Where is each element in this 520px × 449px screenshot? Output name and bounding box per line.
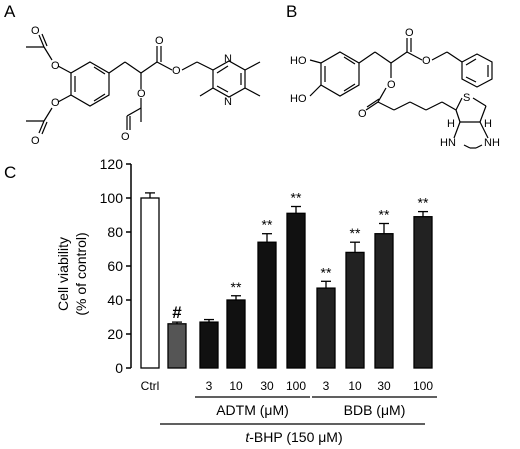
significance-label: # [172,303,182,322]
treatment-label: t-BHP (150 μM) [245,429,342,445]
significance-label: ** [379,207,390,223]
pyrazine-n-bottom: N [224,96,232,108]
panel-label-a: A [4,2,16,21]
panel-label-b: B [286,2,298,21]
bar [316,287,336,369]
bar [257,241,277,369]
bar [167,323,187,369]
y-tick-label: 40 [107,292,123,308]
bar [140,197,160,369]
significance-label: ** [350,225,361,241]
significance-label: ** [231,279,242,295]
svg-text:O: O [31,25,40,37]
bar [199,321,219,369]
svg-text:O: O [137,88,146,100]
imidazole-hn: HN [440,137,456,149]
bar [413,216,433,369]
y-tick-label: 60 [107,258,123,274]
svg-text:O: O [31,135,40,147]
svg-text:O: O [51,60,60,72]
significance-label: ** [418,195,429,211]
bar [226,299,246,369]
imidazole-nh: NH [484,137,500,149]
svg-text:O: O [155,35,164,47]
x-tick-label: 10 [348,379,362,393]
treatment-prefix: t [245,429,250,445]
significance-label: ** [321,264,332,280]
significance-label: ** [262,217,273,233]
bridge-h-right: H [484,118,492,130]
y-tick-label: 20 [107,326,123,342]
svg-text:O: O [172,65,181,77]
structure-a-diagram: O O O O O O O O N N [26,25,261,147]
svg-text:O: O [387,79,396,91]
y-axis-label-line2: (% of control) [73,232,89,315]
x-tick-label: Ctrl [141,379,160,393]
y-tick-label: 0 [115,360,123,376]
x-tick-label: 30 [260,379,274,393]
bar [374,233,394,369]
pyrazine-n-top: N [224,53,232,65]
x-tick-label: 30 [377,379,391,393]
treatment-text: -BHP (150 μM) [249,429,342,445]
thiophane-sulfur: S [463,92,470,104]
x-tick-label: 100 [286,379,306,393]
svg-text:O: O [422,55,431,67]
bridge-h-left: H [447,118,455,130]
group-label: BDB (μM) [344,402,406,418]
x-tick-label: 10 [229,379,243,393]
x-tick-label: 3 [206,379,213,393]
x-tick-label: 100 [413,379,433,393]
y-axis-label-line1: Cell viability [55,237,71,311]
bar [345,251,365,369]
y-tick-label: 120 [100,156,124,172]
panel-label-c: C [4,163,17,182]
structure-b-diagram: HO HO O O O O S H H HN NH [290,27,500,149]
group-label: ADTM (μM) [216,402,289,418]
svg-text:O: O [51,97,60,109]
svg-text:O: O [121,131,130,143]
x-tick-label: 3 [323,379,330,393]
y-tick-label: 100 [100,190,124,206]
svg-text:O: O [358,108,367,120]
svg-text:O: O [405,27,414,39]
cell-viability-chart: Cell viability (% of control) 0 20 40 60 80 1… [55,156,437,445]
significance-label: ** [291,190,302,206]
hydroxyl-bottom: HO [290,93,307,105]
y-tick-label: 80 [107,224,123,240]
hydroxyl-top: HO [290,55,307,67]
bar [286,212,306,369]
